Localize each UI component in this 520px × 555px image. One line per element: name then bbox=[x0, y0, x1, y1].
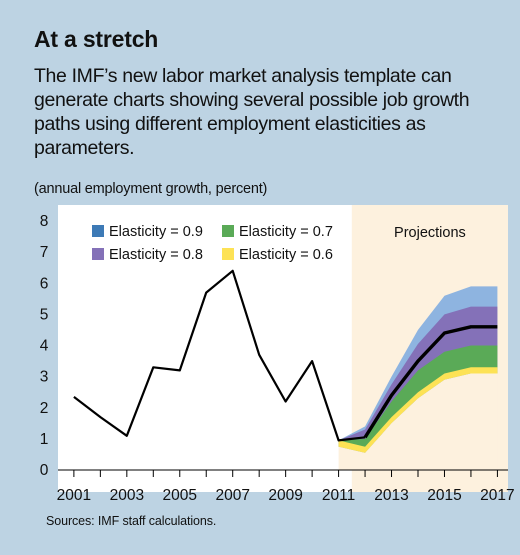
x-tick-label: 2011 bbox=[322, 487, 355, 504]
projections-label: Projections bbox=[394, 225, 466, 241]
y-tick-label: 2 bbox=[40, 400, 49, 417]
x-tick-label: 2013 bbox=[374, 487, 408, 504]
band-elasticity-0-6 bbox=[338, 367, 498, 453]
x-tick-label: 2003 bbox=[110, 487, 144, 504]
y-tick-label: 6 bbox=[40, 275, 49, 292]
legend-swatch bbox=[222, 225, 234, 237]
y-tick-label: 0 bbox=[40, 462, 49, 479]
legend-swatch bbox=[92, 225, 104, 237]
unit-note: (annual employment growth, percent) bbox=[34, 181, 268, 197]
baseline-projection-line bbox=[363, 325, 498, 439]
y-tick-label: 7 bbox=[40, 244, 49, 261]
legend-swatch bbox=[92, 248, 104, 260]
band-lower-cover bbox=[338, 373, 498, 470]
x-tick-label: 2001 bbox=[57, 487, 91, 504]
y-tick-label: 4 bbox=[40, 338, 49, 355]
chart-title: At a stretch bbox=[34, 26, 159, 52]
legend-label: Elasticity = 0.9 bbox=[109, 224, 203, 240]
chart-subtitle: The IMF’s new labor market analysis temp… bbox=[34, 65, 470, 159]
y-tick-label: 3 bbox=[40, 369, 49, 386]
x-tick-label: 2007 bbox=[215, 487, 249, 504]
legend-label: Elasticity = 0.7 bbox=[239, 224, 333, 240]
x-tick-label: 2015 bbox=[427, 487, 461, 504]
y-tick-label: 1 bbox=[40, 431, 49, 448]
x-tick-label: 2005 bbox=[163, 487, 197, 504]
x-tick-label: 2017 bbox=[480, 487, 514, 504]
legend-label: Elasticity = 0.6 bbox=[239, 247, 333, 263]
y-tick-label: 5 bbox=[40, 306, 49, 323]
y-tick-label: 8 bbox=[40, 213, 49, 230]
x-tick-label: 2009 bbox=[268, 487, 302, 504]
historical-line bbox=[73, 269, 366, 442]
legend-label: Elasticity = 0.8 bbox=[109, 247, 203, 263]
legend-swatch bbox=[222, 248, 234, 260]
source-note: Sources: IMF staff calculations. bbox=[46, 514, 217, 528]
